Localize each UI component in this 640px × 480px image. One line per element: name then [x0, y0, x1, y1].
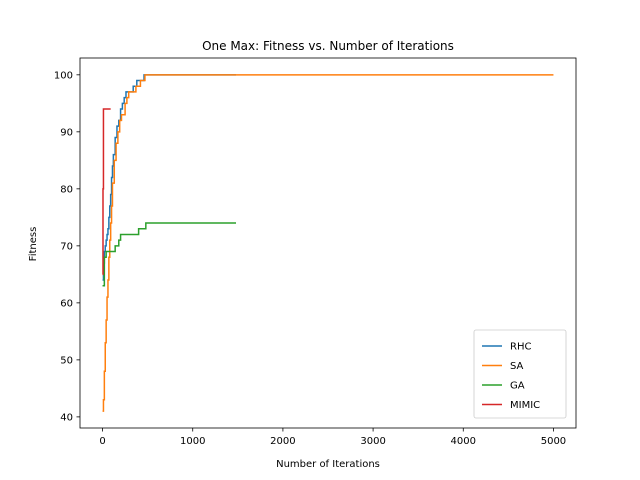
y-axis-label: Fitness: [28, 227, 39, 262]
x-tick-label: 2000: [270, 436, 295, 447]
plot-area: [79, 57, 577, 429]
x-tick-label: 4000: [451, 436, 476, 447]
series-line-sa: [102, 74, 554, 412]
x-axis: 0 1000 2000 3000 4000 5000: [99, 428, 566, 447]
x-tick-label: 1000: [180, 436, 205, 447]
y-tick-label: 60: [60, 298, 73, 309]
legend-label-mimic: MIMIC: [510, 400, 540, 411]
legend: RHC SA GA MIMIC: [473, 329, 567, 419]
chart-title: One Max: Fitness vs. Number of Iteration…: [202, 39, 454, 53]
y-tick-label: 70: [60, 241, 73, 252]
legend-label-sa: SA: [510, 361, 524, 372]
y-axis: 40 50 60 70 80 90 100: [54, 70, 80, 423]
y-tick-label: 80: [60, 184, 73, 195]
y-tick-label: 40: [60, 412, 73, 423]
y-tick-label: 100: [54, 70, 73, 81]
series-line-mimic: [102, 108, 111, 276]
y-tick-label: 50: [60, 355, 73, 366]
legend-label-ga: GA: [510, 381, 525, 392]
series-line-ga: [102, 222, 237, 287]
legend-label-rhc: RHC: [510, 342, 531, 353]
legend-box: [473, 329, 567, 419]
x-axis-label: Number of Iterations: [276, 459, 380, 470]
x-tick-label: 0: [99, 436, 105, 447]
y-tick-label: 90: [60, 127, 73, 138]
x-tick-label: 3000: [360, 436, 385, 447]
x-tick-label: 5000: [541, 436, 566, 447]
axes-frame: [79, 57, 577, 429]
